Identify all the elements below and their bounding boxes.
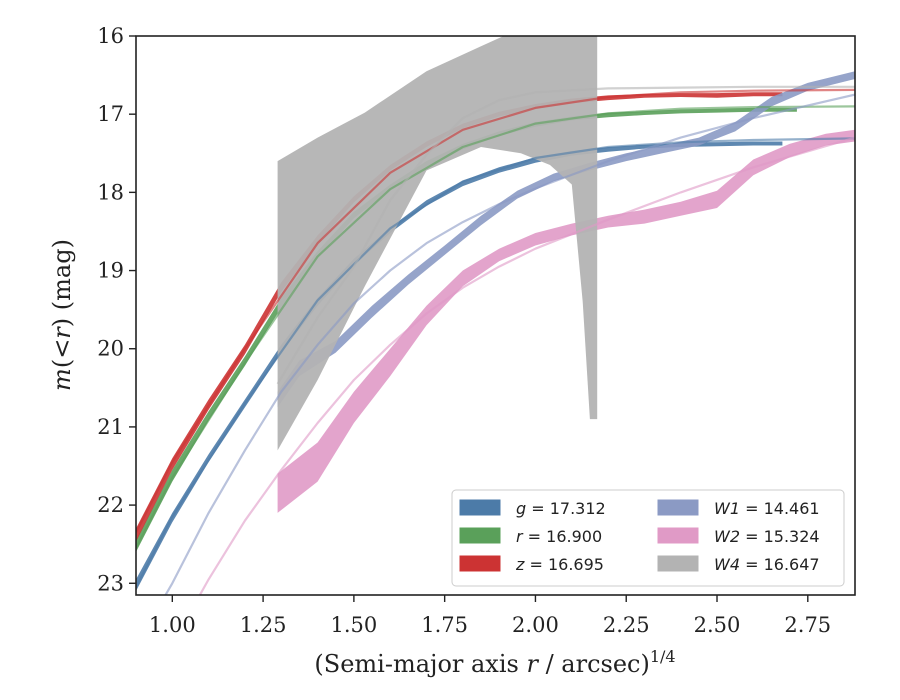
x-tick-label: 1.25 [240, 613, 287, 637]
y-tick-label: 19 [97, 259, 124, 283]
x-tick-label: 2.75 [784, 613, 831, 637]
x-tick-label: 2.50 [694, 613, 741, 637]
legend: g = 17.312 r = 16.900 z = 16.695 W1 = 14.46… [451, 489, 845, 587]
y-tick-label: 23 [97, 571, 124, 595]
model-curve-w1 [164, 93, 855, 595]
models-layer [136, 85, 855, 595]
y-axis-label: m(<r) (mag) [48, 239, 76, 391]
y-tick-label: 21 [97, 415, 124, 439]
legend-label-w2: W2 = 15.324 [714, 527, 820, 546]
series-band-z [136, 92, 783, 542]
legend-label-g: g = 17.312 [516, 499, 606, 518]
legend-label-w4: W4 = 16.647 [714, 555, 820, 574]
legend-swatch-r [459, 527, 501, 544]
y-tick-label: 22 [97, 493, 124, 517]
legend-box [451, 489, 845, 587]
model-curve-w2 [198, 136, 855, 595]
legend-swatch-w1 [657, 499, 699, 516]
model-curve-g [136, 137, 855, 588]
bands-layer [136, 36, 855, 592]
series-band-r [136, 107, 797, 553]
y-tick-label: 16 [97, 24, 124, 48]
legend-label-z: z = 16.695 [515, 555, 604, 574]
x-tick-label: 1.75 [421, 613, 468, 637]
legend-swatch-z [459, 555, 501, 572]
model-curve-z [136, 88, 855, 534]
model-curve-w4 [276, 85, 855, 385]
x-tick-label: 1.50 [330, 613, 377, 637]
series-band-w4 [277, 36, 598, 451]
x-tick-label: 2.25 [603, 613, 650, 637]
plot-frame [135, 35, 856, 596]
y-tick-label: 17 [97, 102, 124, 126]
x-tick-label: 2.00 [512, 613, 559, 637]
x-axis: 1.00 1.25 1.50 1.75 2.00 2.25 2.50 2.75 [149, 595, 831, 637]
y-axis: 16 17 18 19 20 21 22 23 [97, 24, 136, 595]
model-curve-r [136, 105, 855, 549]
legend-label-w1: W1 = 14.461 [714, 499, 820, 518]
y-tick-label: 20 [97, 337, 124, 361]
legend-swatch-g [459, 499, 501, 516]
legend-swatch-w2 [657, 527, 699, 544]
y-tick-label: 18 [97, 180, 124, 204]
legend-swatch-w4 [657, 555, 699, 572]
x-axis-label: (Semi-major axis r / arcsec)1/4 [314, 647, 675, 678]
legend-label-r: r = 16.900 [516, 527, 602, 546]
x-tick-label: 1.00 [149, 613, 196, 637]
